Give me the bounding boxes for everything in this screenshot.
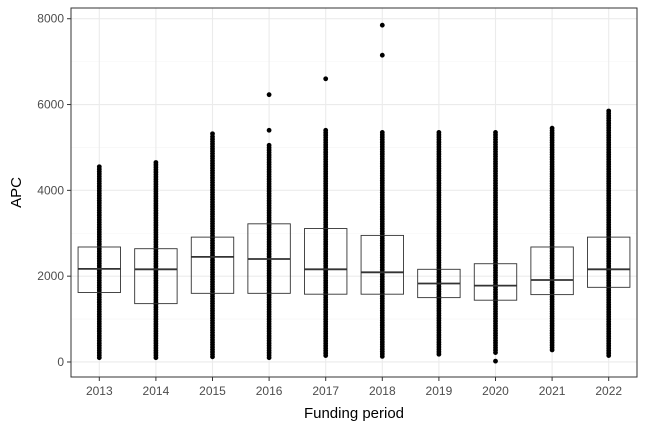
outlier-point [379, 52, 385, 58]
x-tick-label: 2018 [369, 384, 396, 398]
box-2014 [134, 248, 178, 305]
x-tick-label: 2015 [199, 384, 226, 398]
axes: 0 2000 4000 6000 8000 2013 2014 2015 2016 2017 201… [37, 12, 622, 398]
box-2020 [473, 263, 518, 301]
outlier-point [379, 22, 385, 28]
box-2021 [530, 246, 574, 296]
x-tick-label: 2021 [539, 384, 566, 398]
box-2022 [587, 236, 631, 288]
outlier-point [493, 358, 498, 364]
x-tick-label: 2013 [86, 384, 113, 398]
y-tick-label: 2000 [37, 269, 64, 283]
data-point [379, 130, 385, 135]
y-tick-label: 0 [57, 355, 64, 369]
box-2015 [190, 236, 235, 294]
outlier-point [323, 76, 329, 82]
data-point [96, 164, 102, 170]
x-tick-label: 2017 [312, 384, 339, 398]
y-axis-title: APC [8, 177, 25, 208]
data-points [96, 22, 612, 364]
y-tick-label: 8000 [37, 12, 64, 26]
data-point [436, 130, 442, 135]
outlier-point [266, 92, 272, 98]
y-tick-label: 6000 [37, 98, 64, 112]
data-point [549, 125, 555, 131]
boxes [77, 223, 631, 305]
x-tick-label: 2022 [595, 384, 622, 398]
outlier-point [210, 131, 215, 137]
box-2017 [304, 228, 348, 295]
y-tick-label: 4000 [37, 183, 64, 197]
data-point [153, 160, 159, 165]
x-axis-title: Funding period [304, 405, 404, 422]
data-point [606, 108, 612, 114]
data-point [493, 130, 498, 135]
outlier-point [266, 127, 272, 133]
x-tick-label: 2019 [426, 384, 453, 398]
data-point [323, 127, 329, 133]
box-2018 [360, 234, 404, 295]
x-tick-label: 2016 [256, 384, 283, 398]
panel-border [70, 7, 638, 378]
x-tick-label: 2014 [143, 384, 170, 398]
x-tick-label: 2020 [482, 384, 509, 398]
data-point [266, 142, 272, 148]
